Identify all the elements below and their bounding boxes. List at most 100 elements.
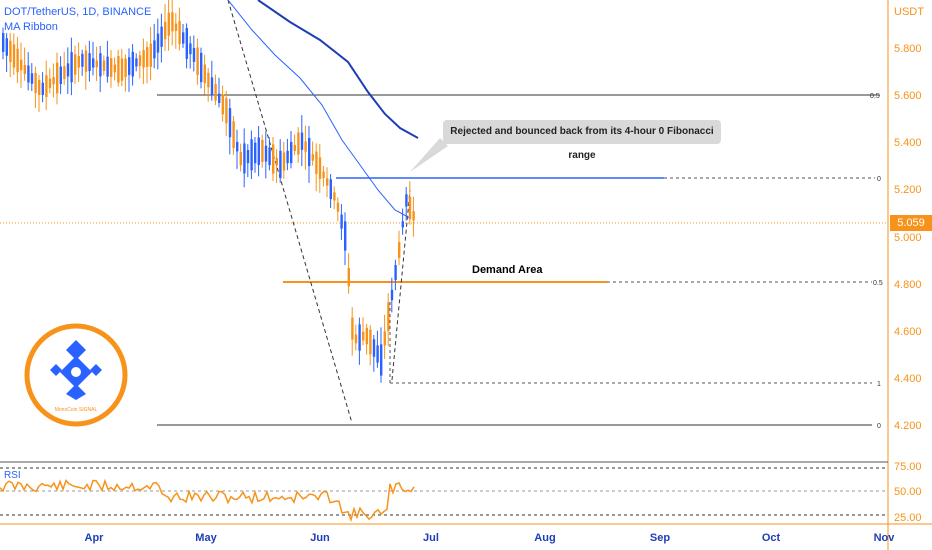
candle-body (23, 64, 26, 75)
candle-body (178, 21, 181, 45)
candle-body (102, 60, 106, 71)
rsi-label[interactable]: RSI (4, 470, 21, 481)
candle-body (311, 154, 314, 161)
candle-body (286, 150, 289, 164)
candle-body (318, 157, 322, 179)
candle-body (304, 141, 307, 152)
candle-body (88, 53, 91, 72)
candle-body (70, 52, 73, 83)
candle-body (95, 60, 98, 68)
fibonacci-levels (0, 0, 888, 426)
candle-body (120, 58, 124, 81)
time-tick: May (195, 532, 217, 544)
candle-body (27, 65, 30, 83)
candle-body (336, 202, 340, 212)
rsi-tick: 75.00 (894, 461, 922, 473)
candle-body (344, 221, 347, 251)
monocoin-badge: MonoCoin SIGNAL (24, 323, 128, 427)
fib-level-labels: 0.5 0 0.5 1 0 (870, 93, 883, 430)
candle-body (171, 12, 174, 32)
candle-body (358, 324, 361, 351)
candle-body (20, 59, 23, 71)
candle-body (34, 72, 37, 94)
time-tick: Nov (874, 532, 896, 544)
rsi-tick: 25.00 (894, 512, 922, 524)
price-tick: 5.400 (894, 137, 922, 149)
candle-body (221, 94, 224, 115)
candle-body (106, 56, 109, 77)
candle-body (408, 196, 412, 220)
fib-label-upper-0: 0 (877, 176, 881, 183)
candle-body (293, 144, 296, 152)
chart-legend: DOT/TetherUS, 1D, BINANCE MA Ribbon (4, 5, 151, 35)
symbol-title[interactable]: DOT/TetherUS, 1D, BINANCE (4, 6, 152, 18)
candle-body (376, 345, 379, 363)
price-tick: 5.800 (894, 43, 922, 55)
time-tick: Apr (85, 532, 105, 544)
candle-body (117, 56, 120, 83)
price-tick: 4.200 (894, 420, 922, 432)
candle-body (92, 58, 95, 68)
candle-body (372, 339, 376, 357)
candle-body (9, 40, 12, 63)
candle-body (174, 23, 178, 31)
candle-body (185, 27, 188, 59)
callout-annotation: Rejected and bounced back from its 4-hou… (443, 120, 721, 161)
candle-body (128, 57, 131, 75)
candle-body (369, 329, 372, 355)
candle-body (12, 44, 16, 68)
price-axis-currency: USDT (894, 6, 924, 18)
candle-body (149, 43, 152, 67)
badge-text: MonoCoin SIGNAL (55, 407, 98, 413)
candle-body (380, 344, 383, 376)
candle-body (164, 21, 167, 40)
candle-body (110, 58, 113, 77)
fib-label-lower-0: 0 (877, 423, 881, 430)
candle-body (146, 47, 149, 67)
candle-body (322, 171, 325, 178)
candle-body (228, 108, 232, 138)
candle-body (412, 211, 415, 221)
candle-body (362, 331, 365, 341)
candle-body (383, 331, 386, 346)
price-tick: 5.200 (894, 184, 922, 196)
candle-body (2, 33, 5, 52)
candle-body (99, 53, 102, 77)
candle-body (214, 84, 217, 101)
candle-body (16, 48, 19, 73)
candle-body (236, 141, 239, 152)
candle-body (326, 178, 329, 186)
candle-body (182, 32, 185, 44)
demand-area-label: Demand Area (472, 264, 543, 276)
candle-body (329, 179, 332, 200)
candle-body (160, 26, 163, 47)
rsi-axis: 75.00 50.00 25.00 (894, 461, 922, 524)
candle-body (48, 78, 52, 89)
candle-body (261, 139, 264, 162)
price-tick: 4.400 (894, 373, 922, 385)
fib-label-upper-05: 0.5 (870, 93, 880, 100)
candle-body (192, 47, 196, 62)
candle-body (398, 242, 401, 258)
candle-body (250, 139, 253, 171)
candle-body (401, 221, 404, 228)
candle-body (290, 141, 293, 164)
candle-body (30, 73, 34, 84)
candle-body (84, 50, 88, 72)
candle-body (153, 40, 156, 59)
candle-body (52, 77, 55, 85)
candle-body (272, 144, 275, 174)
price-axis: USDT 5.800 5.600 5.400 5.200 5.000 4.800… (894, 6, 924, 432)
candle-body (239, 152, 242, 166)
candle-body (66, 63, 70, 77)
time-tick: Sep (650, 532, 670, 544)
ma-slow-line (257, 0, 419, 139)
ma-fast-line (227, 0, 411, 219)
candle-body (351, 317, 354, 340)
candle-body (300, 132, 304, 150)
indicator-title[interactable]: MA Ribbon (4, 21, 58, 33)
candle-body (207, 72, 210, 88)
candle-body (5, 38, 8, 56)
